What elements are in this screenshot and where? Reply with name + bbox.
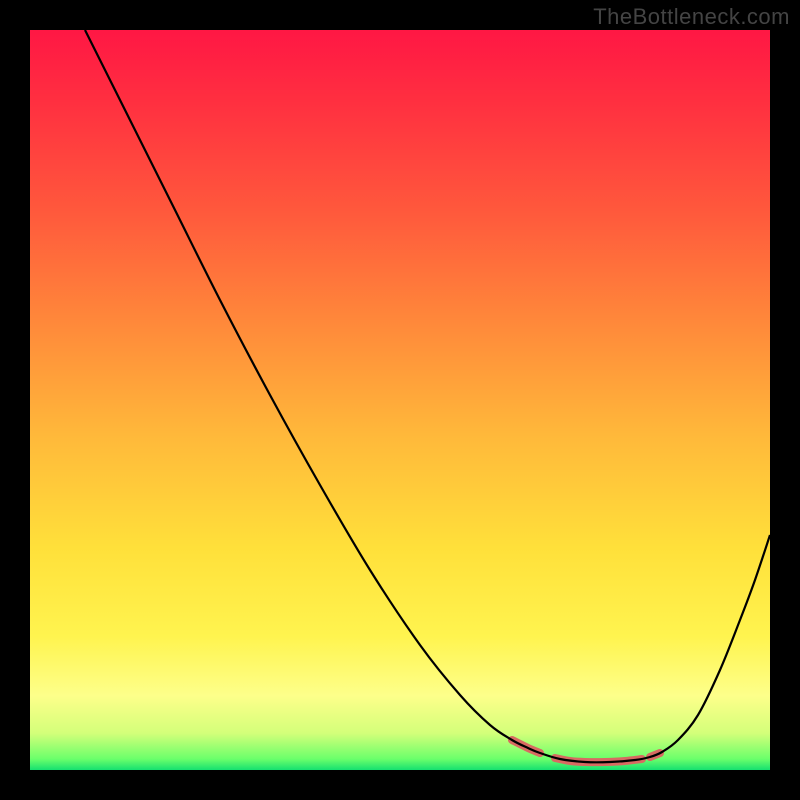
watermark-text: TheBottleneck.com bbox=[593, 4, 790, 30]
bottleneck-curve bbox=[85, 30, 770, 762]
chart-container: TheBottleneck.com bbox=[0, 0, 800, 800]
plot-area bbox=[30, 30, 770, 770]
curve-layer bbox=[30, 30, 770, 770]
